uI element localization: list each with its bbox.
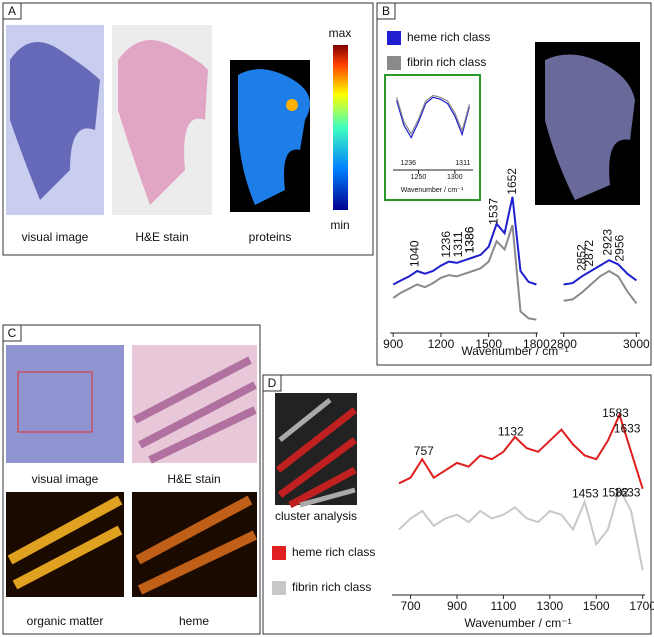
legend-label: heme rich class	[407, 30, 490, 44]
spectrum	[392, 196, 537, 286]
peak-label: 2923	[601, 229, 615, 256]
peak-label: 1582	[602, 486, 629, 500]
panel-c: C visual image H&E stain organic matter …	[2, 324, 261, 635]
peak-label: 1537	[487, 198, 501, 225]
spectrum	[396, 96, 470, 139]
colorbar-min: min	[330, 218, 349, 232]
panel-frame	[2, 2, 374, 256]
peak-label: 1040	[408, 240, 422, 267]
x-axis-label: Wavenumber / cm⁻¹	[464, 616, 571, 630]
panel-frame	[376, 2, 652, 366]
peak-label: 1236	[400, 160, 416, 167]
peak-label: 1236	[439, 231, 453, 258]
panel-tag	[2, 2, 22, 20]
x-tick-label: 1100	[491, 599, 517, 613]
x-axis-label: Wavenumber / cm⁻¹	[461, 344, 568, 358]
x-tick-label: 900	[447, 599, 467, 613]
spectrum	[563, 259, 637, 286]
spectrum	[563, 269, 638, 305]
peak-label: 1386	[463, 226, 477, 253]
tissue	[135, 495, 258, 595]
tissue	[10, 42, 100, 200]
legend-label: fibrin rich class	[292, 580, 371, 594]
panel-label: A	[8, 4, 16, 18]
caption: H&E stain	[135, 230, 188, 244]
panel-frame	[262, 374, 652, 635]
legend-swatch	[272, 581, 286, 595]
spectrum	[398, 486, 644, 571]
panel-d: D cluster analysis	[262, 374, 652, 635]
peak-label: 1633	[614, 421, 641, 435]
legend-label: fibrin rich class	[407, 55, 486, 69]
peak-label: 1132	[498, 424, 524, 438]
x-tick-label: 900	[383, 337, 403, 351]
x-tick-label: 700	[401, 599, 421, 613]
x-tick-label: 1500	[475, 337, 502, 351]
visual-image	[6, 345, 124, 463]
caption: organic matter	[27, 614, 104, 628]
x-tick-label: 1300	[447, 174, 463, 181]
panel-tag	[262, 374, 282, 392]
caption: heme	[179, 614, 209, 628]
x-tick-label: 1200	[428, 337, 455, 351]
panel-tag	[376, 2, 396, 20]
peak-label: 2872	[582, 240, 596, 267]
tissue	[278, 398, 356, 508]
spectrum	[398, 411, 644, 490]
tissue	[275, 407, 358, 509]
peak-label: 1652	[505, 168, 519, 195]
peak-label: 2852	[575, 244, 589, 271]
panel-a: A max min visual image H&E stain protein…	[2, 2, 374, 256]
x-tick-label: 1250	[411, 174, 427, 181]
hotspot	[286, 99, 298, 111]
peak-label: 757	[414, 444, 434, 458]
peak-label: 1386	[463, 226, 477, 253]
peak-label: 2956	[613, 234, 627, 261]
peak-label: 1633	[614, 486, 641, 500]
roi	[17, 371, 93, 433]
x-tick-label: 3000	[623, 337, 650, 351]
caption: proteins	[249, 230, 292, 244]
x-axis-label: Wavenumber / cm⁻¹	[401, 187, 464, 194]
x-tick-label: 1300	[536, 599, 563, 613]
panel-label: B	[382, 4, 390, 18]
legend-label: heme rich class	[292, 545, 375, 559]
peak-label: 1453	[572, 486, 599, 500]
caption: visual image	[22, 230, 89, 244]
panel-label: D	[268, 376, 277, 390]
x-tick-label: 1800	[523, 337, 550, 351]
peak-label: 1311	[451, 231, 465, 257]
legend-swatch	[272, 546, 286, 560]
tissue	[7, 495, 123, 590]
colorbar-max: max	[329, 26, 352, 40]
spectrum	[396, 94, 470, 136]
tissue	[133, 356, 257, 464]
peak-label: 1311	[455, 160, 470, 167]
caption: visual image	[32, 472, 99, 486]
inset-frame	[384, 74, 481, 201]
panel-label: C	[8, 326, 17, 340]
colorbar	[333, 45, 348, 210]
legend-swatch	[387, 31, 401, 45]
peak-label: 1583	[602, 406, 629, 420]
legend-swatch	[387, 56, 401, 70]
x-tick-label: 1500	[583, 599, 610, 613]
tissue	[545, 54, 635, 200]
panel-tag	[2, 324, 22, 342]
caption: H&E stain	[167, 472, 220, 486]
panel-frame	[2, 324, 261, 635]
tissue	[118, 40, 208, 205]
x-tick-label: 1700	[629, 599, 654, 613]
caption: cluster analysis	[275, 509, 357, 523]
spectrum	[392, 224, 537, 321]
x-tick-label: 2800	[550, 337, 577, 351]
